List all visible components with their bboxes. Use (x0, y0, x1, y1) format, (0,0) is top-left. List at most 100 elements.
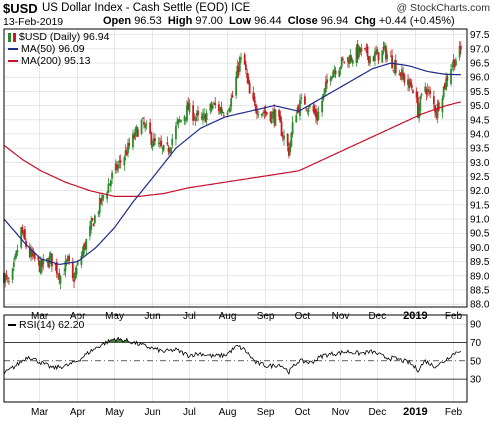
candle-down (429, 90, 432, 94)
close-value: 96.94 (320, 15, 349, 27)
legend-price-label: $USD (Daily) 96.94 (19, 31, 110, 43)
change-value: +0.44 (+0.45%) (378, 15, 455, 27)
candle-down (392, 69, 395, 71)
price-y-tick-label: 91.5 (470, 200, 490, 211)
candle-up (114, 163, 117, 171)
candle-up (123, 157, 126, 166)
candle-up (16, 250, 19, 253)
candle-up (329, 77, 332, 82)
candle-up (184, 117, 187, 120)
candle-down (263, 111, 266, 114)
candle-up (383, 45, 386, 48)
candle-up (332, 71, 335, 78)
price-grid (4, 29, 467, 307)
candle-up (32, 252, 35, 257)
candle-up (442, 86, 445, 98)
candle-up (178, 119, 181, 121)
candle-down (149, 122, 152, 134)
candle-up (127, 142, 129, 154)
price-y-tick-label: 92.0 (470, 186, 490, 197)
candle-down (316, 114, 319, 121)
rsi-swatch (8, 324, 16, 326)
candle-up (441, 98, 444, 113)
rsi-legend: RSI(14) 62.20 (8, 319, 84, 331)
candle-up (240, 57, 242, 60)
candle-down (253, 96, 256, 103)
candle-down (343, 61, 346, 63)
candle-down (237, 67, 240, 72)
candle-down (437, 102, 440, 111)
candle-up (145, 124, 148, 125)
candle-up (295, 114, 298, 123)
candle-down (187, 102, 190, 110)
candle-up (408, 79, 411, 89)
candle-down (58, 272, 61, 281)
price-y-tick-label: 97.5 (470, 30, 490, 41)
candle-up (213, 103, 215, 105)
candle-down (136, 129, 139, 137)
candle-down (245, 64, 247, 70)
candle-up (101, 194, 104, 201)
candle-up (49, 253, 52, 259)
candle-down (154, 138, 156, 141)
date-label: 13-Feb-2019 (3, 16, 64, 28)
candle-down (428, 90, 430, 92)
rsi-panel-frame (3, 314, 468, 403)
candle-up (75, 268, 78, 275)
candle-down (150, 132, 153, 145)
price-y-tick-label: 88.5 (470, 285, 490, 296)
candle-up (272, 111, 274, 115)
candle-up (57, 274, 59, 276)
rsi-x-tick-label: Sep (257, 407, 275, 418)
candle-up (203, 113, 206, 115)
candle-up (118, 160, 121, 163)
candle-up (109, 180, 112, 187)
candle-down (264, 110, 267, 114)
candle-up (66, 256, 69, 261)
candle-down (214, 102, 217, 106)
candle-up (229, 107, 231, 112)
candle-up (386, 54, 389, 59)
candle-up (418, 107, 421, 119)
candle-down (246, 73, 249, 79)
candle-up (117, 164, 120, 169)
candle-up (140, 119, 143, 134)
candle-up (59, 275, 62, 284)
candle-up (290, 132, 293, 147)
candle-up (12, 262, 15, 268)
rsi-x-tick-label: Feb (445, 407, 463, 418)
candle-down (385, 46, 387, 60)
candle-down (305, 107, 308, 109)
candle-down (55, 262, 58, 274)
rsi-y-tick-label: 50 (470, 356, 482, 367)
candle-down (279, 115, 282, 123)
candle-down (91, 218, 94, 221)
candle-up (162, 145, 165, 151)
price-y-tick-label: 90.0 (470, 243, 490, 254)
candle-down (412, 90, 414, 94)
candle-down (350, 57, 353, 61)
candle-down (23, 229, 26, 240)
rsi-x-tick-label: 2019 (403, 406, 427, 418)
candle-up (235, 76, 238, 96)
rsi-y-tick-label: 70 (470, 338, 482, 349)
candle-up (424, 86, 427, 92)
candle-up (144, 125, 147, 128)
candle-up (369, 56, 371, 64)
candle-up (306, 109, 309, 111)
candle-down (248, 82, 251, 94)
candle-down (394, 59, 397, 74)
candle-up (15, 250, 18, 258)
candle-up (261, 113, 263, 116)
candle-down (200, 116, 203, 119)
candle-up (168, 149, 171, 154)
candle-down (269, 112, 272, 122)
candle-up (317, 111, 320, 120)
candle-up (205, 113, 208, 121)
candle-down (54, 263, 57, 266)
candle-up (331, 76, 333, 79)
candle-up (219, 107, 222, 114)
candle-up (393, 62, 396, 70)
legend-ma50: MA(50) 96.09 (8, 43, 85, 55)
candle-up (346, 57, 349, 62)
